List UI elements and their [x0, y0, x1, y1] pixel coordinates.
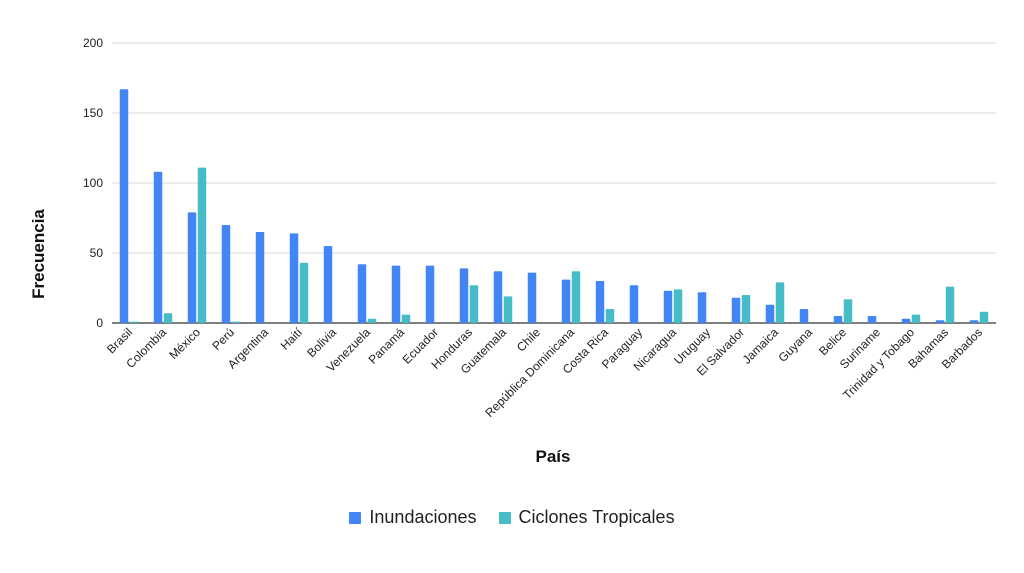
bar-ciclones-el-salvador	[741, 295, 751, 323]
y-axis-title: Frecuencia	[29, 209, 48, 299]
bar-inundaciones-colombia	[153, 171, 163, 323]
bar-inundaciones-barbados	[969, 320, 979, 323]
legend-item-ciclones: Ciclones Tropicales	[498, 507, 675, 528]
bar-ciclones-guatemala	[503, 296, 513, 323]
x-tick-label: Jamaica	[740, 325, 782, 367]
bar-ciclones-costa-rica	[605, 309, 615, 323]
bar-inundaciones-honduras	[459, 268, 469, 323]
bar-ciclones-méxico	[197, 167, 207, 323]
bar-inundaciones-bolivia	[323, 246, 333, 323]
x-tick-label: Chile	[514, 325, 543, 354]
legend-swatch-ciclones	[498, 511, 511, 524]
bar-inundaciones-trinidad-y-tobago	[901, 318, 911, 323]
bar-inundaciones-uruguay	[697, 292, 707, 323]
bar-inundaciones-haití	[289, 233, 299, 323]
y-axis-ticks: 0 50 100 150 200	[83, 36, 103, 330]
x-tick-label: Haití	[278, 325, 306, 353]
legend-label-ciclones: Ciclones Tropicales	[518, 507, 675, 527]
y-tick-label: 100	[83, 176, 103, 190]
bar-inundaciones-nicaragua	[663, 290, 673, 323]
gridlines	[112, 42, 996, 324]
bar-inundaciones-república-dominicana	[561, 279, 571, 323]
bar-ciclones-venezuela	[367, 318, 377, 323]
y-tick-label: 200	[83, 36, 103, 50]
y-tick-label: 50	[90, 246, 104, 260]
bar-ciclones-belice	[843, 299, 853, 323]
y-tick-label: 150	[83, 106, 103, 120]
bar-ciclones-bahamas	[945, 286, 955, 323]
x-tick-label: Perú	[209, 325, 237, 353]
x-tick-label: México	[166, 325, 203, 362]
bar-inundaciones-panamá	[391, 265, 401, 323]
bar-inundaciones-paraguay	[629, 285, 639, 323]
bar-inundaciones-costa-rica	[595, 281, 605, 323]
x-tick-label: Panamá	[366, 325, 408, 367]
bar-ciclones-nicaragua	[673, 289, 683, 323]
bar-inundaciones-perú	[221, 225, 231, 323]
bar-ciclones-perú	[231, 321, 241, 323]
bars	[119, 89, 989, 323]
bar-inundaciones-bahamas	[935, 320, 945, 323]
bar-inundaciones-jamaica	[765, 304, 775, 323]
bar-ciclones-colombia	[163, 313, 173, 323]
bar-inundaciones-ecuador	[425, 265, 435, 323]
bar-ciclones-barbados	[979, 311, 989, 323]
bar-inundaciones-belice	[833, 316, 843, 323]
bar-ciclones-honduras	[469, 285, 479, 323]
bar-ciclones-panamá	[401, 314, 411, 323]
bar-ciclones-trinidad-y-tobago	[911, 314, 921, 323]
x-axis-title: País	[536, 447, 571, 466]
y-tick-label: 0	[96, 316, 103, 330]
bar-inundaciones-el-salvador	[731, 297, 741, 323]
legend-swatch-inundaciones	[349, 511, 362, 524]
legend-label-inundaciones: Inundaciones	[369, 507, 477, 527]
bar-inundaciones-guatemala	[493, 271, 503, 323]
x-tick-label: Brasil	[104, 325, 135, 356]
bar-inundaciones-suriname	[867, 316, 877, 323]
bar-ciclones-brasil	[129, 321, 139, 323]
x-tick-label: Guyana	[776, 325, 816, 365]
bar-ciclones-jamaica	[775, 282, 785, 323]
bar-inundaciones-méxico	[187, 212, 197, 323]
legend-item-inundaciones: Inundaciones	[349, 507, 477, 528]
bar-ciclones-república-dominicana	[571, 271, 581, 323]
legend: Inundaciones Ciclones Tropicales	[0, 507, 1024, 528]
bar-inundaciones-guyana	[799, 309, 809, 323]
bar-ciclones-haití	[299, 262, 309, 323]
bar-inundaciones-brasil	[119, 89, 129, 323]
bar-inundaciones-argentina	[255, 232, 265, 323]
bar-inundaciones-venezuela	[357, 264, 367, 323]
bar-inundaciones-chile	[527, 272, 537, 323]
